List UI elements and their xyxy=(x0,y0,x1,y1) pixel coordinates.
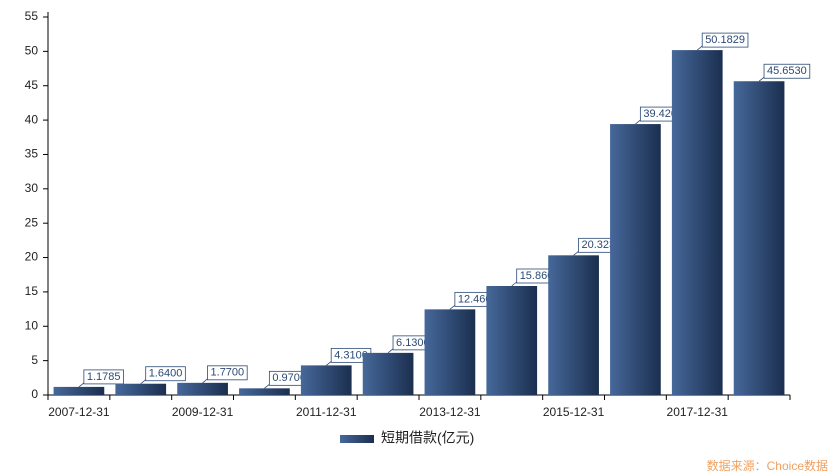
label-leader xyxy=(635,119,641,125)
label-leader xyxy=(573,251,579,256)
bar xyxy=(671,50,723,395)
label-leader xyxy=(78,382,85,388)
value-label: 4.3100 xyxy=(334,349,368,361)
bar xyxy=(300,365,352,395)
label-leader xyxy=(696,45,703,51)
bar xyxy=(486,285,538,395)
y-tick-label: 45 xyxy=(25,78,39,92)
label-leader xyxy=(325,361,332,366)
value-label-box xyxy=(145,366,186,382)
x-tick-label: 2007-12-31 xyxy=(48,405,110,419)
value-label: 0.9700 xyxy=(272,372,306,384)
bar xyxy=(53,386,105,395)
bar xyxy=(115,383,167,395)
value-label: 50.1829 xyxy=(705,34,745,46)
label-leader xyxy=(758,76,765,82)
y-tick-label: 50 xyxy=(25,44,39,58)
bar xyxy=(362,352,414,395)
y-tick-label: 0 xyxy=(31,387,38,401)
value-label: 1.1785 xyxy=(87,371,121,383)
bar xyxy=(424,309,476,395)
source: 数据来源：Choice数据 xyxy=(707,458,828,473)
label-leader xyxy=(140,379,146,385)
bar xyxy=(239,388,290,395)
value-label: 45.6530 xyxy=(767,65,807,77)
y-tick-label: 15 xyxy=(25,284,39,298)
y-tick-label: 20 xyxy=(25,250,39,264)
value-label: 1.7700 xyxy=(211,367,245,379)
label-leader xyxy=(449,305,456,310)
label-leader xyxy=(511,281,517,287)
y-tick-label: 10 xyxy=(25,318,39,332)
bar xyxy=(610,124,661,395)
y-tick-label: 30 xyxy=(25,181,39,195)
bar xyxy=(177,382,228,395)
x-tick-label: 2013-12-31 xyxy=(419,405,481,419)
y-tick-label: 25 xyxy=(25,215,39,229)
y-tick-label: 35 xyxy=(25,147,39,161)
y-tick-label: 5 xyxy=(31,353,38,367)
legend-swatch xyxy=(340,435,374,443)
x-tick-label: 2009-12-31 xyxy=(172,405,234,419)
label-leader xyxy=(264,384,270,389)
label-leader xyxy=(387,348,394,354)
x-tick-label: 2015-12-31 xyxy=(543,405,605,419)
x-tick-label: 2017-12-31 xyxy=(667,405,729,419)
value-label-box xyxy=(763,63,811,79)
x-tick-label: 2011-12-31 xyxy=(296,405,357,419)
value-label-box xyxy=(207,365,248,381)
label-leader xyxy=(202,378,208,384)
value-label: 6.1300 xyxy=(396,337,430,349)
y-tick-label: 40 xyxy=(25,112,39,126)
value-label: 1.6400 xyxy=(149,368,183,380)
value-label-box xyxy=(83,369,124,385)
bar xyxy=(733,81,785,395)
y-tick-label: 55 xyxy=(25,9,39,23)
value-label-box xyxy=(701,32,749,48)
legend-label: 短期借款(亿元) xyxy=(381,430,474,446)
bar xyxy=(548,255,599,395)
